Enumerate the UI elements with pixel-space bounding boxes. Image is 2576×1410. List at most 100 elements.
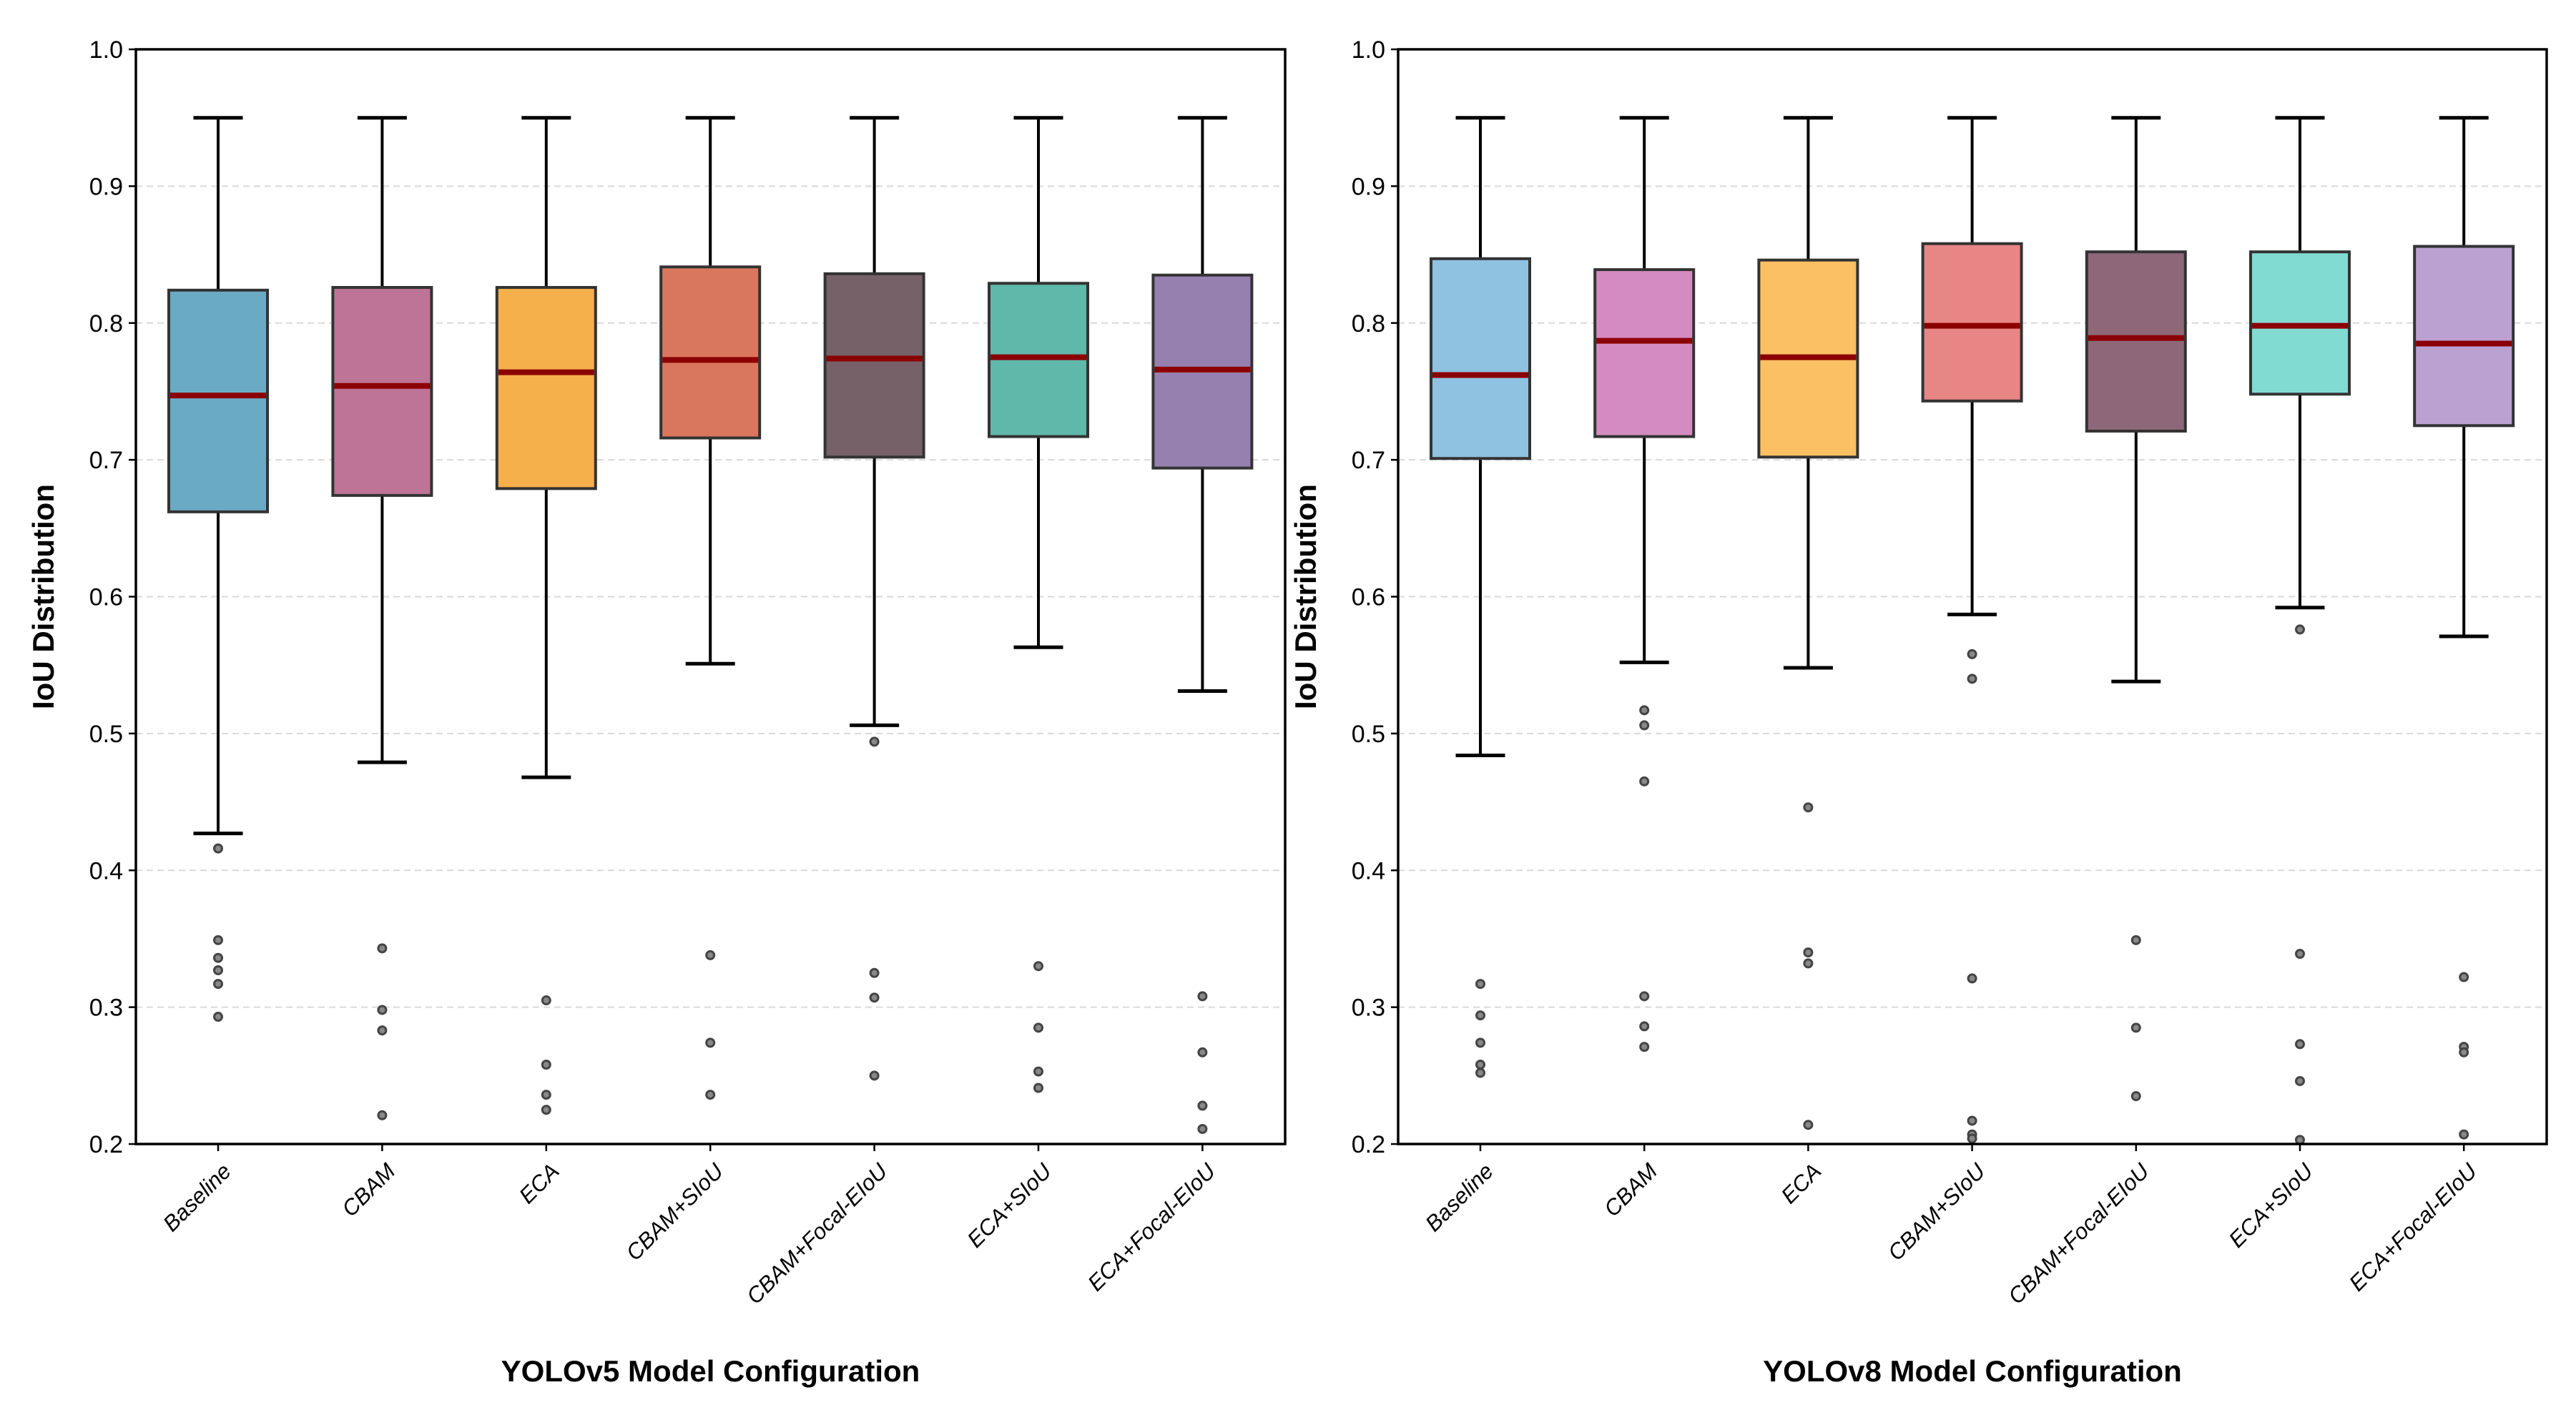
outlier-point — [1803, 947, 1814, 958]
y-tick-label: 0.5 — [1352, 721, 1385, 748]
outlier-point — [377, 1005, 388, 1015]
outlier-point — [377, 1025, 388, 1036]
iqr-box — [2085, 250, 2187, 433]
outlier-point — [1639, 1042, 1650, 1052]
iqr-box — [1921, 242, 2023, 403]
box-eca-focal-eiou — [2413, 116, 2515, 1140]
outlier-point — [2295, 624, 2305, 635]
outlier-point — [213, 952, 223, 963]
y-axis-title: IoU Distribution — [26, 484, 60, 709]
outlier-point — [1033, 1083, 1043, 1093]
outlier-point — [1033, 961, 1043, 972]
outlier-point — [869, 992, 880, 1003]
outlier-point — [1033, 1022, 1043, 1033]
outlier-point — [541, 1060, 551, 1070]
outlier-point — [2459, 972, 2469, 982]
outlier-point — [1639, 705, 1650, 716]
y-tick-label: 0.2 — [1352, 1131, 1385, 1158]
box-cbam-siou — [659, 116, 762, 1100]
y-axis-title: IoU Distribution — [1289, 484, 1322, 709]
y-tick-label: 0.4 — [89, 857, 123, 884]
outlier-point — [1197, 1047, 1208, 1058]
y-tick-label: 0.4 — [1352, 857, 1385, 884]
outlier-point — [1639, 776, 1650, 787]
outlier-point — [377, 943, 388, 954]
y-tick-label: 0.3 — [1352, 995, 1385, 1022]
outlier-point — [1475, 1037, 1485, 1048]
outlier-point — [1475, 1060, 1485, 1070]
iqr-box — [495, 285, 597, 490]
plot-frame — [1397, 48, 2548, 1145]
y-tick-label: 0.7 — [89, 447, 123, 474]
outlier-point — [705, 1090, 716, 1100]
box-cbam-siou — [1921, 116, 2023, 1144]
y-tick-label: 0.3 — [89, 995, 123, 1022]
outlier-point — [1803, 958, 1814, 969]
y-tick-label: 0.2 — [89, 1131, 123, 1158]
outlier-point — [2295, 1075, 2305, 1086]
box-cbam-focal-eiou — [823, 116, 925, 1081]
outlier-point — [213, 979, 223, 990]
outlier-point — [869, 736, 880, 747]
outlier-point — [541, 995, 551, 1006]
outlier-point — [2295, 948, 2305, 959]
outlier-point — [1475, 1010, 1485, 1021]
outlier-point — [1197, 1123, 1208, 1134]
outlier-point — [2295, 1135, 2305, 1145]
outlier-point — [1475, 1068, 1485, 1078]
outlier-point — [1639, 1021, 1650, 1032]
box-baseline — [167, 116, 269, 1022]
iqr-box — [823, 272, 925, 459]
iqr-box — [331, 285, 433, 497]
outlier-point — [705, 1037, 716, 1048]
outlier-point — [377, 1110, 388, 1120]
outlier-point — [1197, 1100, 1208, 1111]
iqr-box — [167, 288, 269, 513]
iqr-box — [2413, 245, 2515, 428]
outlier-point — [1967, 1133, 1977, 1144]
box-eca-siou — [988, 116, 1089, 1093]
outlier-point — [2459, 1047, 2469, 1058]
box-cbam — [331, 116, 433, 1120]
y-tick-label: 0.8 — [1352, 310, 1385, 337]
outlier-point — [705, 950, 716, 960]
outlier-point — [2295, 1039, 2305, 1050]
outlier-point — [1803, 802, 1814, 813]
box-eca — [495, 116, 597, 1115]
outlier-point — [1475, 979, 1485, 990]
plot-frame — [134, 48, 1287, 1145]
outlier-point — [1967, 1115, 1977, 1126]
x-axis-title: YOLOv8 Model Configuration — [1763, 1354, 2182, 1388]
box-baseline — [1430, 116, 1531, 1078]
outlier-point — [869, 967, 880, 978]
outlier-point — [2459, 1129, 2469, 1140]
box-cbam — [1593, 116, 1696, 1052]
outlier-point — [1967, 649, 1977, 659]
outlier-point — [1967, 674, 1977, 684]
outlier-point — [1639, 720, 1650, 731]
outlier-point — [2130, 1091, 2141, 1102]
outlier-point — [2130, 935, 2141, 945]
x-axis-title: YOLOv5 Model Configuration — [501, 1354, 920, 1388]
y-tick-label: 0.6 — [89, 584, 123, 611]
box-eca — [1757, 116, 1859, 1130]
outlier-point — [541, 1090, 551, 1100]
outlier-point — [541, 1105, 551, 1115]
y-tick-label: 0.5 — [89, 721, 123, 748]
outlier-point — [1803, 1120, 1814, 1130]
outlier-point — [869, 1070, 880, 1081]
box-eca-focal-eiou — [1151, 116, 1254, 1134]
outlier-point — [1197, 991, 1208, 1002]
iqr-box — [659, 265, 762, 440]
outlier-point — [213, 843, 223, 854]
y-tick-label: 0.9 — [89, 173, 123, 200]
box-eca-siou — [2249, 116, 2351, 1145]
iqr-box — [1593, 268, 1696, 438]
y-tick-label: 0.7 — [1352, 447, 1385, 474]
y-tick-label: 0.9 — [1352, 173, 1385, 200]
y-tick-label: 1.0 — [89, 36, 123, 64]
y-tick-label: 0.6 — [1352, 584, 1385, 611]
outlier-point — [1033, 1066, 1043, 1077]
outlier-point — [1639, 991, 1650, 1002]
